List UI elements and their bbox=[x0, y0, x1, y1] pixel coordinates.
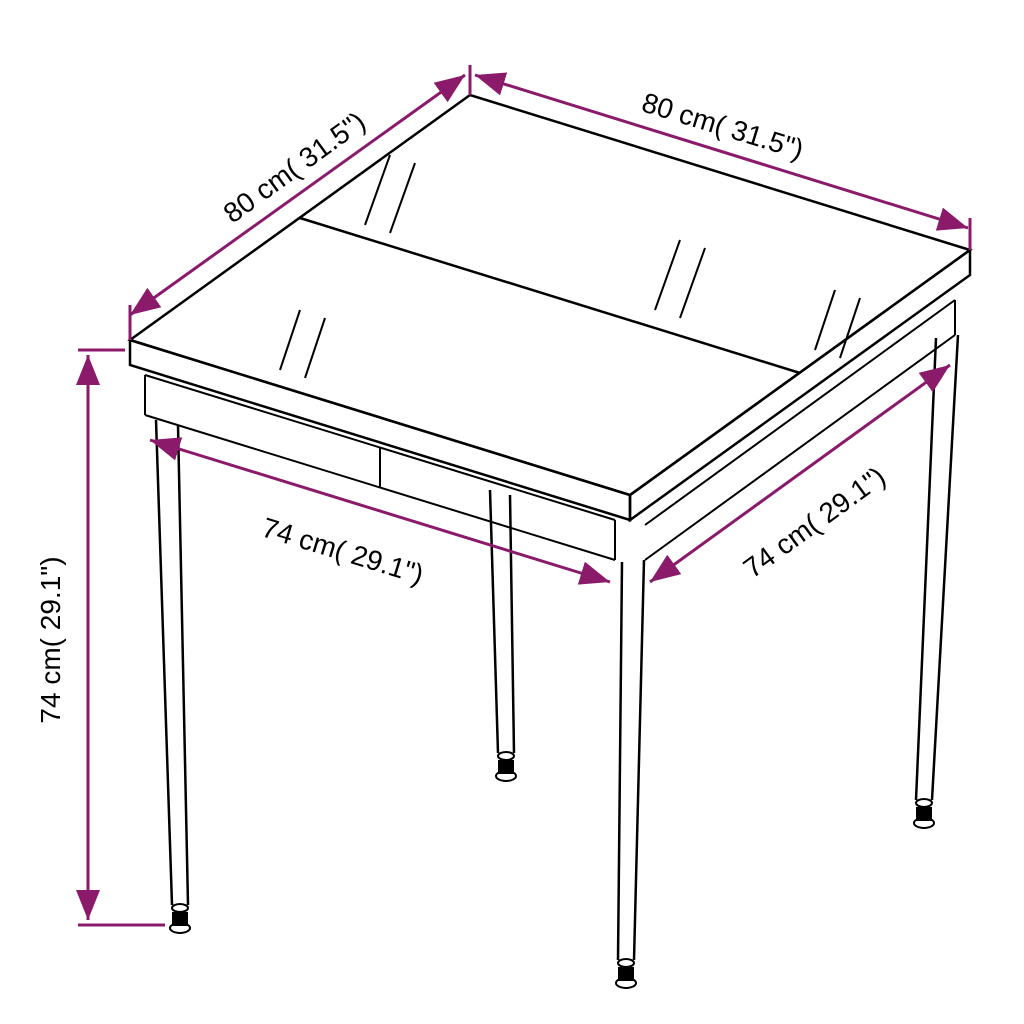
label-mid-right: 74 cm( 29.1") bbox=[738, 461, 891, 584]
glass-glare-right bbox=[655, 240, 860, 358]
table-legs bbox=[156, 335, 958, 988]
leg-front-left bbox=[156, 420, 190, 933]
label-height: 74 cm( 29.1") bbox=[35, 556, 66, 723]
label-mid-left: 74 cm( 29.1") bbox=[258, 512, 427, 591]
label-top-left: 80 cm( 31.5") bbox=[218, 106, 371, 229]
table-dimension-diagram: 80 cm( 31.5") 80 cm( 31.5") 74 cm( 29.1"… bbox=[0, 0, 1024, 1024]
leg-front-right bbox=[616, 560, 644, 988]
glass-glare-left bbox=[280, 155, 415, 378]
leg-back-left bbox=[490, 490, 516, 781]
leg-back-right bbox=[914, 335, 958, 828]
